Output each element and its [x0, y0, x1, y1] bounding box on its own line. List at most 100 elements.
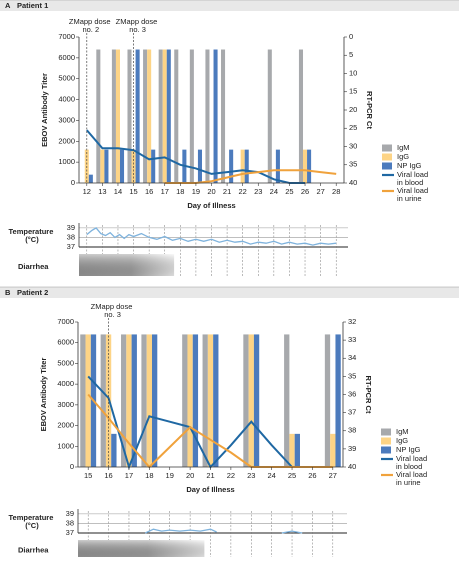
x-tick-label: 16	[104, 471, 112, 480]
x-tick-label: 23	[254, 187, 262, 196]
titer-bar	[85, 334, 91, 467]
y2-tick-label: 30	[349, 141, 357, 150]
panel-header	[0, 287, 459, 298]
legend-label: Viral load in blood	[397, 170, 430, 187]
x-tick-label: 21	[223, 187, 231, 196]
y-tick-label: 39	[66, 509, 74, 518]
y-tick-label: 5000	[57, 358, 74, 367]
y-tick-label: 4000	[58, 95, 75, 104]
x-tick-label: 24	[270, 187, 278, 196]
y-tick-label: 37	[66, 528, 74, 537]
titer-bar	[174, 49, 179, 184]
x-tick-label: 27	[316, 187, 324, 196]
titer-bar	[162, 49, 167, 184]
y2-tick-label: 5	[349, 50, 353, 59]
x-tick-label: 24	[267, 471, 275, 480]
x-tick-label: 19	[192, 187, 200, 196]
dose-label: ZMapp dose no. 3	[116, 17, 160, 34]
titer-bar	[229, 149, 234, 183]
diarrhea-shade	[79, 254, 175, 276]
y-tick-label: 7000	[58, 32, 75, 41]
x-tick-label: 20	[207, 187, 215, 196]
y2-tick-label: 25	[349, 123, 357, 132]
y-tick-label: 38	[67, 232, 75, 241]
y-axis-title: Temperature (°C)	[9, 513, 56, 530]
titer-bar	[141, 334, 147, 467]
x-axis-title: Day of Illness	[186, 485, 234, 494]
titer-bar	[240, 149, 245, 183]
titer-bar	[96, 49, 101, 184]
titer-bar	[289, 433, 295, 467]
x-tick-label: 19	[166, 471, 174, 480]
legend-swatch	[381, 437, 391, 445]
y2-tick-label: 37	[348, 408, 356, 417]
titer-bar	[127, 49, 132, 184]
y-tick-label: 2000	[57, 421, 74, 430]
y2-tick-label: 40	[349, 178, 357, 187]
x-tick-label: 12	[83, 187, 91, 196]
y-tick-label: 3000	[57, 400, 74, 409]
panel-title: Patient 1	[17, 1, 48, 10]
panel-header	[0, 0, 459, 11]
titer-bar	[126, 334, 132, 467]
titer-bar	[151, 334, 158, 467]
y2-tick-label: 34	[348, 353, 356, 362]
y-tick-label: 38	[66, 518, 74, 527]
legend-label: NP IgG	[397, 161, 422, 170]
x-tick-label: 25	[288, 471, 296, 480]
legend-label: Viral load in urine	[397, 186, 430, 203]
x-tick-label: 17	[161, 187, 169, 196]
titer-bar	[213, 334, 219, 467]
y-tick-label: 1000	[57, 441, 74, 450]
y-tick-label: 39	[67, 223, 75, 232]
y2-tick-label: 33	[348, 335, 356, 344]
titer-bar	[121, 334, 127, 467]
temperature-line	[145, 528, 303, 534]
legend-swatch	[382, 162, 392, 170]
y-tick-label: 0	[70, 462, 74, 471]
titer-bar	[275, 149, 280, 183]
legend-label: NP IgG	[396, 445, 421, 454]
titer-bar	[197, 149, 202, 183]
titer-bar	[80, 334, 86, 467]
titer-bar	[158, 49, 163, 184]
legend-label: Viral load in blood	[396, 454, 429, 471]
y-tick-label: 37	[67, 242, 75, 251]
titer-bar	[131, 334, 137, 467]
x-tick-label: 13	[98, 187, 106, 196]
titer-bar	[192, 334, 199, 467]
titer-bar	[330, 433, 336, 467]
y2-tick-label: 35	[348, 371, 356, 380]
x-tick-label: 22	[227, 471, 235, 480]
y2-tick-label: 40	[348, 462, 356, 471]
y-axis-title: Temperature (°C)	[9, 227, 56, 244]
titer-bar	[284, 334, 290, 467]
x-tick-label: 14	[114, 187, 122, 196]
y-tick-label: 0	[71, 178, 75, 187]
legend-swatch	[382, 144, 392, 152]
legend-label: Viral load in urine	[396, 470, 429, 487]
titer-bar	[244, 149, 249, 183]
viral-load-line	[86, 129, 305, 184]
titer-bar	[303, 149, 308, 183]
x-tick-label: 20	[186, 471, 194, 480]
legend-swatch	[381, 428, 391, 436]
x-tick-label: 18	[176, 187, 184, 196]
titer-bar	[253, 334, 260, 467]
titer-bar	[104, 149, 109, 183]
x-tick-label: 26	[301, 187, 309, 196]
legend-swatch	[382, 153, 392, 161]
diarrhea-label: Diarrhea	[18, 262, 49, 271]
x-tick-label: 16	[145, 187, 153, 196]
titer-bar	[298, 49, 304, 184]
titer-bar	[88, 174, 93, 183]
y2-tick-label: 10	[349, 68, 357, 77]
x-tick-label: 15	[84, 471, 92, 480]
legend-label: IgG	[397, 152, 409, 161]
legend-label: IgG	[396, 436, 408, 445]
titer-bar	[307, 149, 312, 183]
titer-bar	[243, 334, 249, 467]
legend-swatch	[381, 446, 391, 454]
y2-axis-title: RT-PCR Ct	[364, 376, 373, 414]
titer-bar	[324, 334, 331, 467]
